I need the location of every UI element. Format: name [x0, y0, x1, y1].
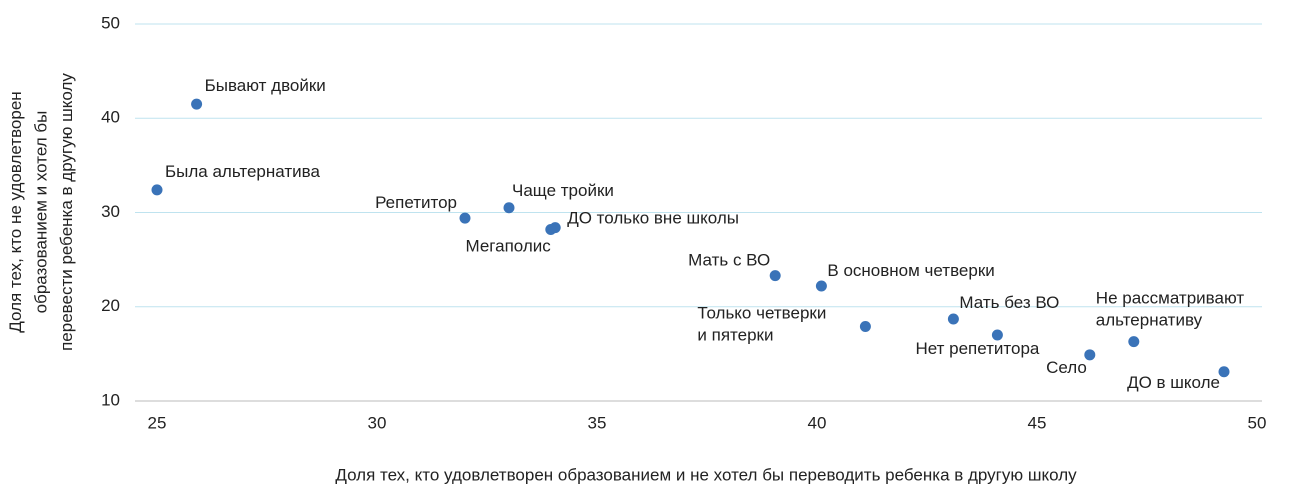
point — [815, 280, 827, 292]
x-tick-label: 40 — [808, 413, 827, 432]
point-label: Нет репетитора — [915, 340, 1039, 359]
point-label: Репетитор — [375, 194, 457, 213]
point — [503, 202, 515, 214]
x-tick-label: 25 — [148, 413, 167, 432]
point — [191, 98, 203, 110]
point-label: ДО только вне школы — [567, 209, 739, 228]
x-axis-title: Доля тех, кто удовлетворен образованием … — [335, 465, 1077, 484]
y-tick-label: 40 — [101, 108, 120, 127]
point-label: Мать без ВО — [959, 293, 1059, 312]
point-label: В основном четверки — [827, 261, 994, 280]
point-label: Была альтернатива — [165, 162, 320, 181]
point — [545, 223, 557, 235]
point — [1218, 366, 1230, 378]
point-label: Мегаполис — [466, 237, 552, 256]
point — [859, 321, 871, 333]
point — [947, 313, 959, 325]
y-tick-label: 20 — [101, 296, 120, 315]
point — [769, 270, 781, 282]
point-label: ДО в школе — [1127, 373, 1220, 392]
x-tick-label: 30 — [368, 413, 387, 432]
point-label: Не рассматривают альтернативу — [1096, 289, 1245, 330]
point-label: Чаще тройки — [512, 181, 614, 200]
point — [1084, 349, 1096, 361]
point — [991, 329, 1003, 341]
y-tick-label: 50 — [101, 13, 120, 32]
y-axis-title: Доля тех, кто не удовлетворен образование… — [6, 73, 76, 351]
x-tick-label: 50 — [1248, 413, 1267, 432]
x-tick-label: 35 — [588, 413, 607, 432]
point — [151, 184, 163, 196]
point — [1128, 336, 1140, 348]
point-label: Село — [1046, 358, 1087, 377]
point-label: Мать с ВО — [688, 251, 770, 270]
point — [459, 212, 471, 224]
x-tick-label: 45 — [1028, 413, 1047, 432]
point-label: Только четверки и пятерки — [697, 304, 826, 345]
point-label: Бывают двойки — [205, 77, 326, 96]
y-tick-label: 30 — [101, 202, 120, 221]
y-tick-label: 10 — [101, 390, 120, 409]
